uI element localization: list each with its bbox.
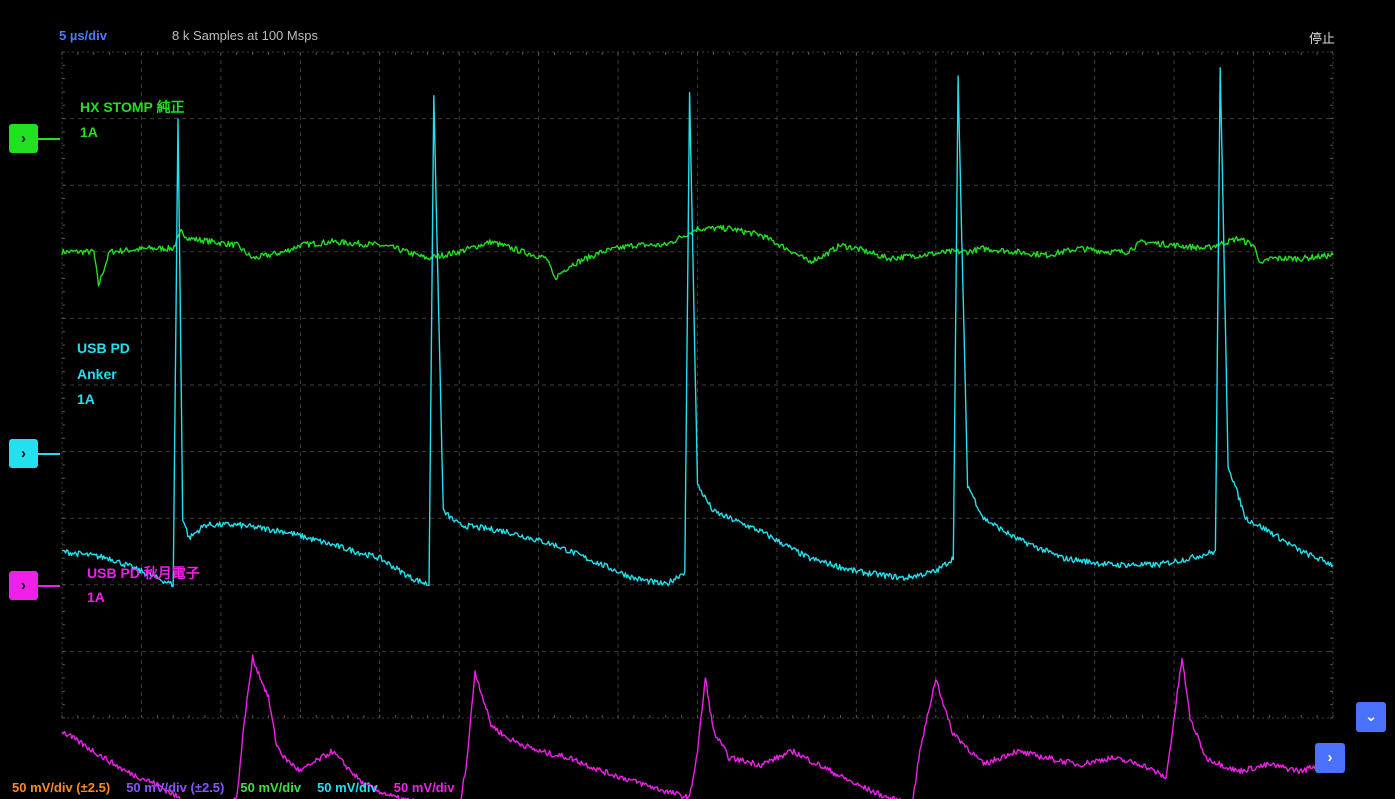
marker-line-magenta (38, 585, 60, 587)
marker-line-cyan (38, 453, 60, 455)
channel-marker-cyan[interactable]: › (9, 439, 38, 468)
chevron-right-icon: › (21, 577, 26, 594)
chevron-right-icon: › (1328, 749, 1333, 766)
scale-ch-magenta[interactable]: 50 mV/div (394, 780, 455, 795)
green-label-line-2: 1A (80, 124, 98, 140)
channel-scale-bar: 50 mV/div (±2.5) 50 mV/div (±2.5) 50 mV/di… (12, 780, 470, 795)
next-panel-button[interactable]: › (1315, 743, 1345, 773)
channel-marker-green[interactable]: › (9, 124, 38, 153)
magenta-label-line-2: 1A (87, 589, 105, 605)
marker-line-green (38, 138, 60, 140)
cyan-label-line-3: 1A (77, 391, 95, 407)
chevron-right-icon: › (21, 130, 26, 147)
cyan-label-line-2: Anker (77, 366, 117, 382)
scale-ch-purple[interactable]: 50 mV/div (±2.5) (126, 780, 224, 795)
scale-ch-cyan[interactable]: 50 mV/div (317, 780, 378, 795)
scale-ch-green[interactable]: 50 mV/div (240, 780, 301, 795)
cyan-label-line-1: USB PD (77, 340, 130, 356)
scale-ch-orange[interactable]: 50 mV/div (±2.5) (12, 780, 110, 795)
chevron-down-icon: ⌄ (1365, 708, 1378, 725)
magenta-label-line-1: USB PD 秋月電子 (87, 563, 200, 583)
channel-marker-magenta[interactable]: › (9, 571, 38, 600)
chevron-right-icon: › (21, 445, 26, 462)
scroll-down-button[interactable]: ⌄ (1356, 702, 1386, 732)
green-label-line-1: HX STOMP 純正 (80, 97, 185, 117)
